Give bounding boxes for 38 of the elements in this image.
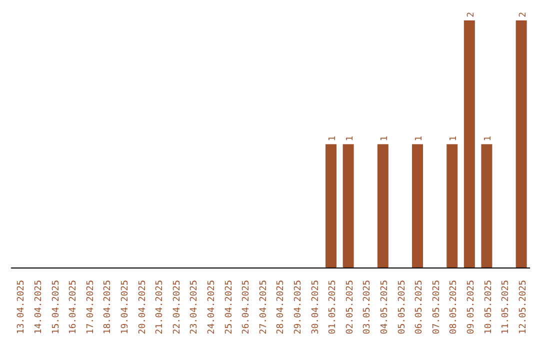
- data-label: 1: [414, 136, 425, 142]
- data-label: 1: [380, 136, 390, 142]
- x-tick-label: 25.04.2025: [224, 280, 234, 334]
- data-label: 1: [484, 136, 494, 142]
- x-tick-label: 06.05.2025: [414, 280, 425, 334]
- x-tick-label: 12.05.2025: [518, 280, 528, 334]
- data-label: 1: [345, 136, 356, 142]
- data-label: 2: [466, 12, 476, 18]
- x-tick-label: 28.04.2025: [276, 280, 286, 334]
- x-tick-label: 08.05.2025: [449, 280, 460, 334]
- x-tick-label: 14.04.2025: [34, 280, 44, 334]
- x-tick-label: 22.04.2025: [172, 280, 182, 334]
- x-tick-label: 01.05.2025: [328, 280, 338, 334]
- x-tick-label: 29.04.2025: [293, 280, 304, 334]
- x-tick-label: 21.04.2025: [155, 280, 166, 334]
- x-tick-label: 10.05.2025: [484, 280, 494, 334]
- x-tick-label: 15.04.2025: [51, 280, 62, 334]
- data-label: 2: [518, 12, 528, 18]
- x-tick-label: 17.04.2025: [86, 280, 96, 334]
- x-tick-label: 05.05.2025: [397, 280, 408, 334]
- x-tick-label: 03.05.2025: [362, 280, 373, 334]
- x-tick-label: 02.05.2025: [345, 280, 356, 334]
- x-tick-label: 30.04.2025: [310, 280, 321, 334]
- data-label: 1: [449, 136, 460, 142]
- x-tick-label: 24.04.2025: [206, 280, 217, 334]
- x-tick-label: 04.05.2025: [380, 280, 390, 334]
- x-tick-label: 19.04.2025: [120, 280, 130, 334]
- x-tick-label: 18.04.2025: [103, 280, 114, 334]
- x-tick-label: 07.05.2025: [432, 280, 442, 334]
- x-tick-label: 27.04.2025: [258, 280, 269, 334]
- x-tick-label: 13.04.2025: [16, 280, 27, 334]
- x-tick-label: 16.04.2025: [68, 280, 79, 334]
- x-tick-label: 20.04.2025: [138, 280, 148, 334]
- x-tick-label: 11.05.2025: [501, 280, 512, 334]
- x-tick-label: 23.04.2025: [190, 280, 200, 334]
- data-label: 1: [328, 136, 338, 142]
- x-tick-label: 09.05.2025: [466, 280, 476, 334]
- x-tick-label: 26.04.2025: [242, 280, 252, 334]
